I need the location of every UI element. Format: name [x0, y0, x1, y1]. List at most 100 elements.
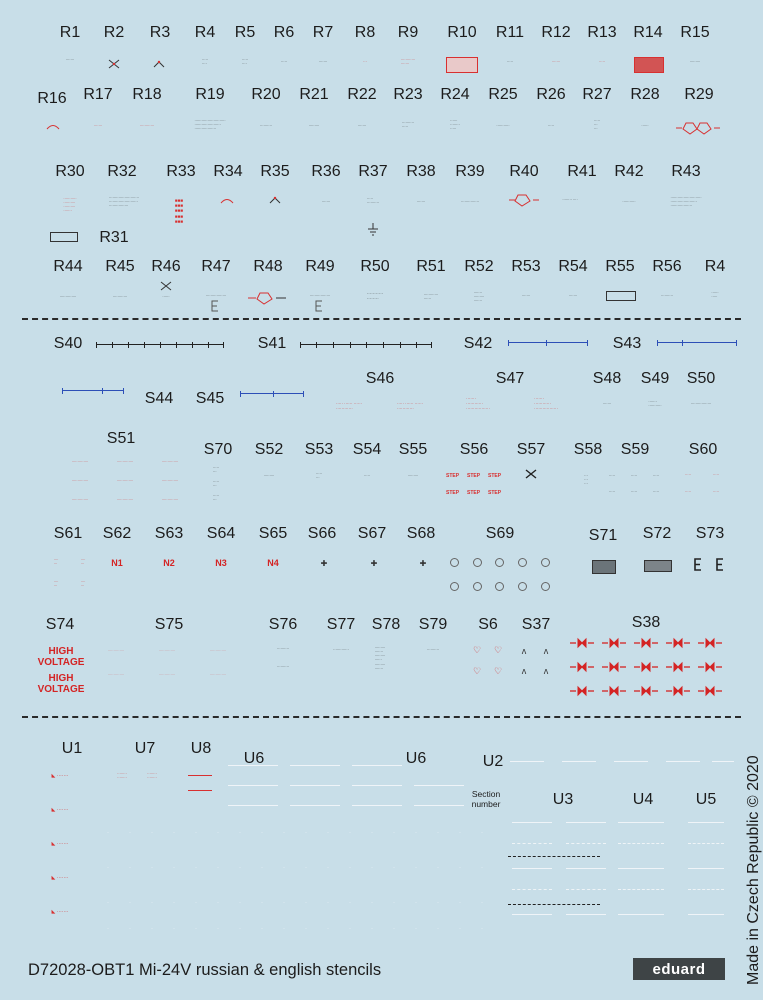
stencil-text: ··········· — [622, 200, 636, 204]
stencil-text: ·············· — [161, 479, 179, 483]
stencil-text: ················· — [309, 294, 331, 298]
stencil-text: ······· — [93, 124, 103, 128]
stencil-text: ········································… — [194, 119, 226, 132]
stencil-text: ······· ············ ················· — [534, 396, 558, 411]
label-r26: R26 — [536, 86, 566, 103]
stencil-text: ·············· — [71, 479, 89, 483]
label-r46: R46 — [151, 258, 181, 275]
label-u5: U5 — [695, 791, 717, 808]
label-r42: R42 — [614, 163, 644, 180]
stencil-text: ·········· — [277, 665, 289, 669]
scale-ruler — [96, 342, 224, 348]
stencil-text: ····· — [653, 474, 659, 478]
label-u2: U2 — [482, 753, 504, 770]
stencil-text: ····· — [599, 60, 605, 64]
section-number-mark: · — [415, 926, 417, 932]
stencil-text: ·············· — [161, 498, 179, 502]
stencil-text: ····· — [653, 490, 659, 494]
section-number-mark: · — [129, 830, 131, 836]
section-number-mark: · — [459, 830, 461, 836]
stencil-text: ······· ········· ······· — [473, 291, 485, 304]
scale-ruler — [300, 342, 432, 348]
label-s61: S61 — [53, 525, 83, 542]
stencil-text: ········· — [689, 60, 701, 64]
step-stencil: STEP — [446, 473, 460, 479]
label-s75: S75 — [154, 616, 184, 633]
rescue-arrow-icon: ♡ — [472, 645, 482, 655]
label-r5: R5 — [234, 24, 256, 41]
section-number-mark: · — [283, 865, 285, 871]
white-stencil-line — [566, 914, 606, 915]
stencil-n3: N3 — [215, 558, 227, 568]
rescue-arrows-grid-icon — [569, 637, 723, 696]
stencil-text: ·············· — [158, 673, 176, 677]
label-s49: S49 — [640, 370, 670, 387]
white-stencil-line — [688, 822, 724, 823]
section-number-mark: · — [481, 900, 483, 906]
label-s58: S58 — [573, 441, 603, 458]
stencil-text: ··················· — [450, 119, 460, 132]
section-number-mark: · — [173, 926, 175, 932]
stencil-text: ······· — [80, 558, 86, 567]
section-number-mark: · — [239, 926, 241, 932]
section-number-mark: · — [195, 900, 197, 906]
e-mark-icon — [694, 558, 701, 571]
label-u8: U8 — [190, 740, 212, 757]
stencil-text: ·············· — [116, 479, 134, 483]
stencil-text: ········································… — [670, 196, 702, 209]
stencil-text: ······· — [602, 402, 612, 406]
label-s57: S57 — [516, 441, 546, 458]
fastener-icon — [518, 558, 527, 567]
stencil-text: ········ ···· — [562, 198, 578, 202]
label-s74: S74 — [45, 616, 75, 633]
white-stencil-line — [566, 822, 606, 823]
label-r32: R32 — [107, 163, 137, 180]
section-number-mark: · — [283, 926, 285, 932]
cut-line — [508, 904, 600, 905]
rescue-arrows-icon — [676, 122, 720, 135]
section-number-mark: · — [349, 900, 351, 906]
label-r20: R20 — [251, 86, 281, 103]
section-number-mark: · — [327, 900, 329, 906]
stencil-plate — [592, 560, 616, 574]
label-r9: R9 — [397, 24, 419, 41]
rescue-arrow-icon: ♡ — [493, 666, 503, 676]
section-number-mark: · — [129, 865, 131, 871]
fastener-icon — [473, 558, 482, 567]
stencil-text: ········· — [308, 124, 320, 128]
label-r54: R54 — [558, 258, 588, 275]
section-number-mark: · — [393, 830, 395, 836]
section-number-mark: · — [151, 926, 153, 932]
stripe-line — [290, 765, 340, 766]
label-r43: R43 — [671, 163, 701, 180]
label-r2: R2 — [103, 24, 125, 41]
made-in-note: Made in Czech Republic © 2020 — [745, 755, 762, 985]
label-s52: S52 — [254, 441, 284, 458]
stencil-text: ·············· — [107, 673, 125, 677]
section-number-mark: · — [415, 900, 417, 906]
stencil-text: ······· — [53, 580, 59, 589]
label-r11: R11 — [495, 24, 525, 41]
section-number-mark: · — [195, 830, 197, 836]
stencil-text: ········ ········ — [147, 772, 157, 781]
rescue-arrow-icon: ♡ — [472, 666, 482, 676]
stencil-text: ····· — [631, 474, 637, 478]
white-stencil-line — [688, 889, 724, 890]
section-number-mark: · — [393, 900, 395, 906]
stencil-text: ······· — [318, 60, 328, 64]
section-number-mark: · — [107, 900, 109, 906]
stencil-text: ■■■ ■■■ ■■■ ■■■ ■■■ — [174, 198, 184, 224]
label-s79: S79 — [418, 616, 448, 633]
stencil-text: ······· — [80, 580, 86, 589]
label-s46: S46 — [365, 370, 395, 387]
stencil-text: ········· — [202, 58, 208, 67]
stripe-line — [352, 805, 402, 806]
white-stencil-line — [618, 868, 664, 869]
rescue-arrow-icon: ♡ — [493, 645, 503, 655]
label-r6: R6 — [273, 24, 295, 41]
white-stencil-line — [512, 914, 552, 915]
sheet-title: D72028-OBT1 Mi-24V russian & english ste… — [28, 961, 382, 979]
scale-ruler — [62, 388, 124, 394]
stencil-text: ·············· — [116, 460, 134, 464]
label-r29: R29 — [684, 86, 714, 103]
